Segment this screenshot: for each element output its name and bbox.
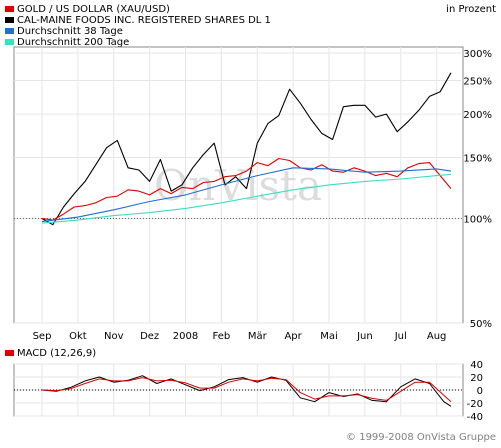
macd-ytick-label-40: -40 — [467, 412, 483, 423]
legend-label-calmaine: CAL-MAINE FOODS INC. REGISTERED SHARES D… — [17, 15, 271, 26]
main-ytick-label-300: 300% — [463, 49, 492, 60]
legend-label-avg200: Durchschnitt 200 Tage — [17, 37, 129, 48]
legend-swatch-gold — [5, 6, 14, 12]
macd-series-line-signal — [41, 377, 452, 403]
macd-title-swatch — [5, 350, 14, 356]
main-ytick-label-150: 150% — [463, 153, 492, 164]
legend-swatch-avg200 — [5, 39, 14, 45]
main-plot-area — [13, 46, 464, 324]
macd-series — [41, 375, 452, 407]
main-xtick-label-sep: Sep — [33, 331, 52, 342]
copyright: © 1999-2008 OnVista Gruppe — [346, 432, 496, 443]
macd-ytick-label-20: 20 — [470, 373, 483, 384]
main-xtick-label-aug: Aug — [427, 331, 447, 342]
main-xtick-label-2008: 2008 — [173, 331, 198, 342]
main-series-line-durchschnitt-38-tage — [41, 167, 452, 223]
legend-label-avg38: Durchschnitt 38 Tage — [17, 26, 123, 37]
main-series-line-cal-maine-foods-inc-registered-shares-dl-1 — [41, 72, 452, 226]
macd-yticks: 40 20 0 -20 -40 — [467, 360, 483, 423]
legend-label-gold: GOLD / US DOLLAR (XAU/USD) — [17, 4, 170, 15]
main-xtick-label-apr: Apr — [284, 331, 302, 342]
main-xtick-label-m-r: Mär — [248, 331, 268, 342]
macd-ytick-label-0: 0 — [477, 386, 483, 397]
legend-item-avg200: Durchschnitt 200 Tage — [5, 37, 129, 48]
main-xtick-label-okt: Okt — [69, 331, 87, 342]
legend-item-calmaine: CAL-MAINE FOODS INC. REGISTERED SHARES D… — [5, 15, 271, 26]
main-series — [41, 72, 452, 226]
main-ytick-label-200: 200% — [463, 110, 492, 121]
legend-swatch-calmaine — [5, 17, 14, 23]
main-xtick-label-nov: Nov — [104, 331, 124, 342]
main-series-line-durchschnitt-200-tage — [41, 173, 452, 224]
macd-title: MACD (12,26,9) — [17, 348, 96, 359]
main-ytick-label-50: 50% — [470, 319, 492, 330]
unit-label: in Prozent — [446, 4, 496, 15]
main-xtick-label-jul: Jul — [394, 331, 407, 342]
macd-grid — [14, 363, 463, 417]
macd-ytick-label-20: -20 — [467, 399, 483, 410]
main-xtick-label-jun: Jun — [356, 331, 373, 342]
legend-item-gold: GOLD / US DOLLAR (XAU/USD) — [5, 4, 170, 15]
main-ytick-label-100: 100% — [463, 215, 492, 226]
main-xtick-label-dez: Dez — [140, 331, 159, 342]
watermark: OnVista — [154, 161, 322, 210]
main-ytick-label-250: 250% — [463, 76, 492, 87]
main-yticks: 300% 250% 200% 150% 100% 50% — [463, 49, 492, 330]
main-xticks: Sep Okt Nov Dez 2008 Feb Mär Apr Mai Jun Jul Aug — [33, 331, 447, 342]
main-xtick-label-mai: Mai — [320, 331, 338, 342]
main-series-line-gold-us-dollar-xau-usd — [41, 157, 452, 221]
legend: GOLD / US DOLLAR (XAU/USD) CAL-MAINE FOO… — [5, 4, 271, 48]
legend-swatch-avg38 — [5, 28, 14, 34]
macd-ytick-label-40: 40 — [470, 360, 483, 371]
main-xtick-label-feb: Feb — [213, 331, 231, 342]
legend-item-avg38: Durchschnitt 38 Tage — [5, 26, 123, 37]
